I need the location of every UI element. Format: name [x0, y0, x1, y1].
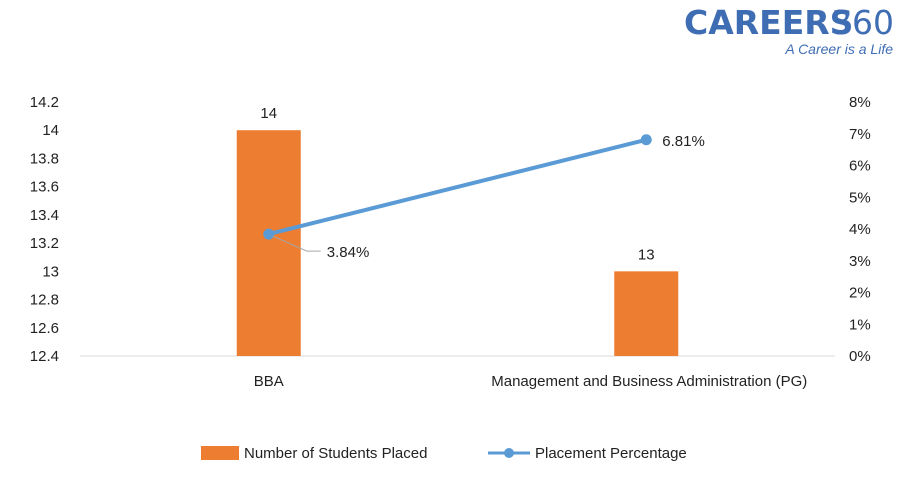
right-axis-tick-label: 1% — [849, 316, 871, 333]
bar-data-label: 14 — [260, 105, 277, 122]
left-axis-tick-label: 14 — [42, 122, 59, 139]
line-point — [263, 228, 275, 240]
right-axis-tick-label: 2% — [849, 285, 871, 302]
right-axis-tick-label: 7% — [849, 126, 871, 143]
brand-tagline: A Career is a Life — [784, 41, 893, 57]
left-axis-tick-label: 13 — [42, 263, 59, 280]
left-axis-tick-label: 12.8 — [30, 292, 59, 309]
left-axis: 12.4 12.6 12.8 13 13.2 13.4 13.6 13.8 14 14.2 — [30, 94, 59, 365]
left-axis-tick-label: 12.4 — [30, 348, 59, 365]
left-axis-tick-label: 14.2 — [30, 94, 59, 111]
line-point — [640, 134, 652, 146]
right-axis-tick-label: 6% — [849, 158, 871, 175]
category-label: BBA — [254, 373, 284, 390]
legend-line-marker — [504, 448, 514, 458]
left-axis-tick-label: 12.6 — [30, 320, 59, 337]
brand-name: CAREERS — [684, 3, 853, 42]
right-axis-tick-label: 8% — [849, 94, 871, 111]
series-line — [268, 137, 647, 237]
bar-data-labels: 14 13 — [260, 105, 654, 263]
bar — [236, 130, 301, 356]
right-axis: 0% 1% 2% 3% 4% 5% 6% 7% 8% — [849, 94, 871, 365]
legend-bar-swatch — [201, 446, 239, 460]
line-data-labels: 3.84% 6.81% — [272, 133, 705, 261]
bar — [614, 271, 679, 356]
data-label-leader-line — [272, 235, 321, 252]
bar-series — [236, 130, 679, 356]
right-axis-tick-label: 4% — [849, 221, 871, 238]
line-series — [263, 134, 652, 240]
line-data-label: 6.81% — [662, 133, 705, 150]
category-label: Management and Business Administration (… — [491, 373, 807, 390]
left-axis-tick-label: 13.6 — [30, 179, 59, 196]
right-axis-tick-label: 3% — [849, 253, 871, 270]
legend: Number of Students Placed Placement Perc… — [201, 445, 687, 462]
brand-number: 360 — [831, 3, 894, 42]
careers360-logo: CAREERS 360 A Career is a Life — [684, 3, 894, 57]
legend-bar-label: Number of Students Placed — [244, 445, 427, 462]
bar-data-label: 13 — [638, 246, 655, 263]
category-labels: BBA Management and Business Administratio… — [254, 373, 808, 390]
left-axis-tick-label: 13.8 — [30, 150, 59, 167]
left-axis-tick-label: 13.2 — [30, 235, 59, 252]
left-axis-tick-label: 13.4 — [30, 207, 59, 224]
right-axis-tick-label: 0% — [849, 348, 871, 365]
legend-line-label: Placement Percentage — [535, 445, 687, 462]
right-axis-tick-label: 5% — [849, 189, 871, 206]
line-data-label: 3.84% — [327, 244, 370, 261]
